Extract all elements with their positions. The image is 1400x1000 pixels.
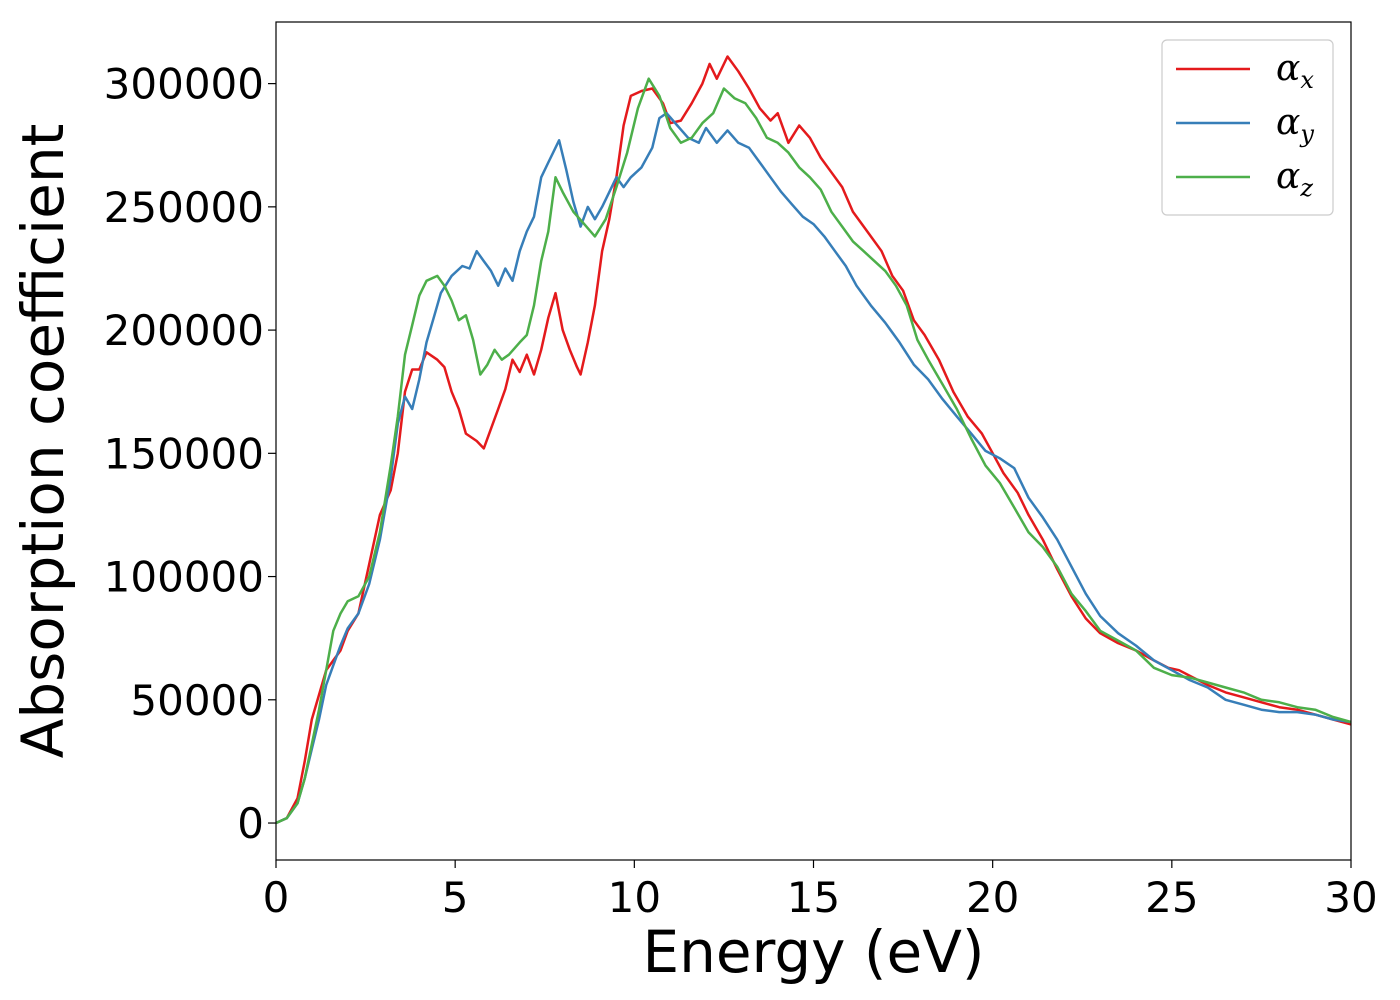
- x-tick-label: 20: [966, 873, 1019, 922]
- y-tick-label: 300000: [104, 60, 264, 109]
- legend-box: [1161, 39, 1334, 216]
- x-tick-label: 25: [1145, 873, 1198, 922]
- series-line-alpha-y: [275, 111, 1352, 825]
- x-tick-label: 15: [787, 873, 840, 922]
- y-tick-label: 50000: [130, 676, 264, 725]
- y-axis-ticks: 0 50000 100000 150000 200000 250000 300000: [104, 60, 276, 848]
- series-lines: [275, 55, 1352, 825]
- y-tick-label: 150000: [104, 429, 264, 478]
- y-tick-label: 0: [237, 799, 264, 848]
- y-tick-label: 200000: [104, 306, 264, 355]
- y-tick-label: 100000: [104, 553, 264, 602]
- x-axis-ticks: 0 5 10 15 20 25 30: [263, 860, 1378, 922]
- series-line-alpha-z: [275, 77, 1352, 825]
- x-tick-label: 10: [608, 873, 661, 922]
- x-tick-label: 5: [442, 873, 469, 922]
- series-line-alpha-x: [275, 55, 1352, 825]
- x-axis-title: Energy (eV): [642, 918, 984, 986]
- x-tick-label: 0: [263, 873, 290, 922]
- legend-label-alpha-z: αz: [1276, 156, 1313, 202]
- x-tick-label: 30: [1324, 873, 1377, 922]
- y-axis-title: Absorption coefficient: [9, 124, 77, 759]
- y-tick-label: 250000: [104, 183, 264, 232]
